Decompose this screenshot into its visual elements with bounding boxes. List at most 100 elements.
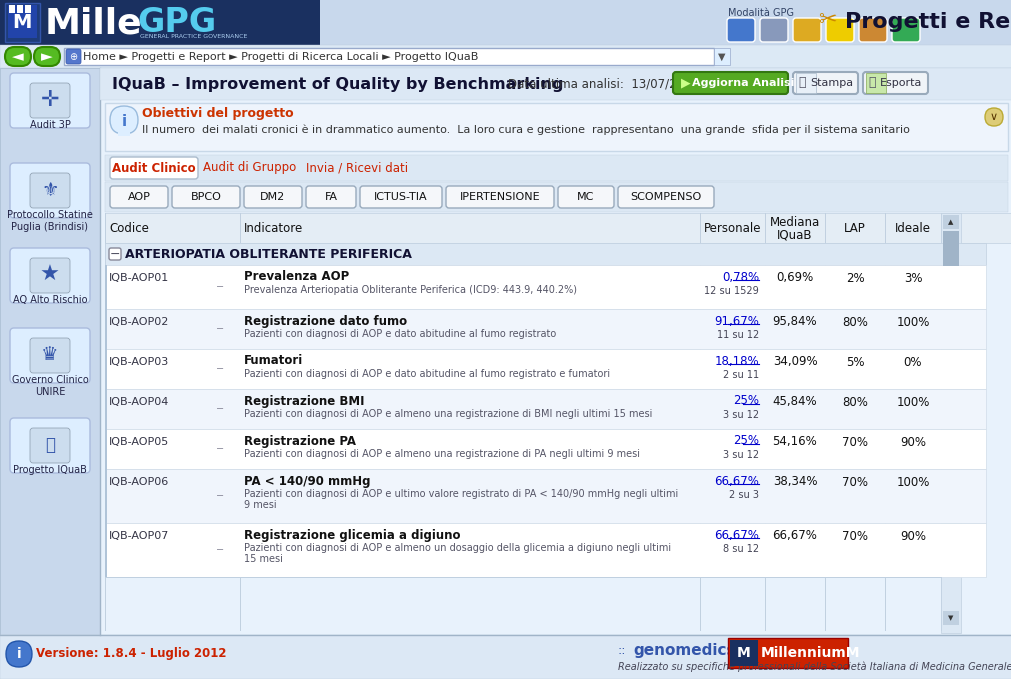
FancyBboxPatch shape: [105, 309, 107, 349]
Text: 0,69%: 0,69%: [775, 272, 813, 285]
FancyBboxPatch shape: [727, 638, 847, 668]
Text: BPCO: BPCO: [190, 192, 221, 202]
FancyBboxPatch shape: [0, 68, 100, 635]
FancyBboxPatch shape: [865, 73, 885, 93]
Text: Modalità GPG: Modalità GPG: [727, 8, 794, 18]
Text: −: −: [215, 364, 223, 374]
Text: ::: ::: [618, 644, 626, 657]
Text: i: i: [16, 647, 21, 661]
Text: Pazienti con diagnosi di AOP e almeno un dosaggio della glicemia a digiuno negli: Pazienti con diagnosi di AOP e almeno un…: [244, 543, 670, 553]
Text: ⚜: ⚜: [41, 181, 59, 200]
Text: 66,67%: 66,67%: [771, 530, 817, 543]
FancyBboxPatch shape: [30, 83, 70, 118]
FancyBboxPatch shape: [105, 155, 1007, 181]
FancyBboxPatch shape: [796, 73, 815, 93]
Text: 100%: 100%: [896, 395, 929, 409]
Text: Prevalenza AOP: Prevalenza AOP: [244, 270, 349, 284]
FancyBboxPatch shape: [110, 106, 137, 134]
Text: 90%: 90%: [899, 530, 925, 543]
Text: 54,16%: 54,16%: [771, 435, 817, 449]
Text: ∨: ∨: [989, 112, 997, 122]
FancyBboxPatch shape: [25, 5, 31, 13]
Text: Obiettivi del progetto: Obiettivi del progetto: [142, 107, 293, 120]
Text: 18,18%: 18,18%: [714, 354, 758, 367]
FancyBboxPatch shape: [118, 128, 129, 136]
Text: ICTUS-TIA: ICTUS-TIA: [374, 192, 428, 202]
FancyBboxPatch shape: [105, 577, 1005, 635]
FancyBboxPatch shape: [6, 641, 32, 667]
Text: genomedics: genomedics: [632, 642, 735, 657]
Text: AQ Alto Rischio: AQ Alto Rischio: [13, 295, 87, 305]
FancyBboxPatch shape: [30, 338, 70, 373]
Text: 45,84%: 45,84%: [772, 395, 817, 409]
FancyBboxPatch shape: [105, 103, 1007, 151]
FancyBboxPatch shape: [100, 68, 1011, 635]
Text: LAP: LAP: [843, 221, 865, 234]
Text: 34,09%: 34,09%: [772, 356, 817, 369]
Text: ▼: ▼: [947, 615, 952, 621]
FancyBboxPatch shape: [105, 469, 107, 523]
Text: 🖨: 🖨: [798, 77, 805, 90]
Text: 25%: 25%: [732, 435, 758, 447]
Text: ✛: ✛: [40, 90, 60, 110]
Text: PA < 140/90 mmHg: PA < 140/90 mmHg: [244, 475, 370, 488]
Text: 2%: 2%: [845, 272, 863, 285]
Text: Governo Clinico
UNIRE: Governo Clinico UNIRE: [11, 375, 88, 397]
FancyBboxPatch shape: [10, 248, 90, 303]
Text: Pazienti con diagnosi di AOP e almeno una registrazione di PA negli ultimi 9 mes: Pazienti con diagnosi di AOP e almeno un…: [244, 449, 639, 459]
FancyBboxPatch shape: [319, 0, 1011, 45]
Text: IQB-AOP03: IQB-AOP03: [109, 357, 169, 367]
Text: Audit di Gruppo: Audit di Gruppo: [202, 162, 296, 175]
Text: IQB-AOP01: IQB-AOP01: [109, 273, 169, 283]
Text: Personale: Personale: [703, 221, 760, 234]
Text: Indicatore: Indicatore: [244, 221, 303, 234]
Text: 95,84%: 95,84%: [772, 316, 817, 329]
Text: Pazienti con diagnosi di AOP e dato abitudine al fumo registrato e fumatori: Pazienti con diagnosi di AOP e dato abit…: [244, 369, 610, 379]
Text: ▶: ▶: [680, 77, 690, 90]
FancyBboxPatch shape: [30, 173, 70, 208]
FancyBboxPatch shape: [64, 48, 714, 65]
FancyBboxPatch shape: [0, 635, 1011, 679]
Text: ♛: ♛: [41, 346, 59, 365]
Text: Pazienti con diagnosi di AOP e dato abitudine al fumo registrato: Pazienti con diagnosi di AOP e dato abit…: [244, 329, 556, 339]
Text: −: −: [109, 248, 120, 261]
Text: Il numero  dei malati cronici è in drammatico aumento.  La loro cura e gestione : Il numero dei malati cronici è in dramma…: [142, 125, 909, 135]
Text: ▲: ▲: [947, 219, 952, 225]
Text: IQB-AOP06: IQB-AOP06: [109, 477, 169, 487]
Text: Registrazione BMI: Registrazione BMI: [244, 394, 364, 407]
FancyBboxPatch shape: [105, 309, 985, 349]
Text: IQuaB: IQuaB: [776, 229, 812, 242]
FancyBboxPatch shape: [858, 18, 886, 42]
Text: 15 mesi: 15 mesi: [244, 554, 283, 564]
Text: 66,67%: 66,67%: [714, 475, 758, 488]
Text: M: M: [12, 14, 31, 33]
FancyBboxPatch shape: [557, 186, 614, 208]
Text: Aggiorna Analisi: Aggiorna Analisi: [692, 78, 794, 88]
Text: Protocollo Statine
Puglia (Brindisi): Protocollo Statine Puglia (Brindisi): [7, 210, 93, 232]
FancyBboxPatch shape: [10, 328, 90, 383]
FancyBboxPatch shape: [105, 213, 1010, 243]
Text: 💾: 💾: [867, 77, 875, 90]
Text: Realizzato su specifiche professionali della Società Italiana di Medicina Genera: Realizzato su specifiche professionali d…: [618, 662, 1011, 672]
Text: Registrazione PA: Registrazione PA: [244, 435, 356, 447]
FancyBboxPatch shape: [360, 186, 442, 208]
FancyBboxPatch shape: [942, 231, 958, 266]
FancyBboxPatch shape: [759, 18, 788, 42]
Text: 91,67%: 91,67%: [714, 314, 758, 327]
Text: 70%: 70%: [841, 475, 867, 488]
Text: ARTERIOPATIA OBLITERANTE PERIFERICA: ARTERIOPATIA OBLITERANTE PERIFERICA: [125, 248, 411, 261]
Text: MC: MC: [576, 192, 594, 202]
Text: 8 su 12: 8 su 12: [722, 544, 758, 554]
FancyBboxPatch shape: [825, 18, 853, 42]
FancyBboxPatch shape: [672, 72, 788, 94]
Text: Home ► Progetti e Report ► Progetti di Ricerca Locali ► Progetto IQuaB: Home ► Progetti e Report ► Progetti di R…: [83, 52, 478, 62]
Text: Progetti e Report: Progetti e Report: [844, 12, 1011, 32]
FancyBboxPatch shape: [0, 0, 1011, 45]
Text: 3%: 3%: [903, 272, 921, 285]
Text: Esporta: Esporta: [880, 78, 921, 88]
FancyBboxPatch shape: [729, 640, 757, 666]
FancyBboxPatch shape: [30, 258, 70, 293]
Text: AOP: AOP: [127, 192, 151, 202]
Text: Registrazione dato fumo: Registrazione dato fumo: [244, 314, 406, 327]
Text: −: −: [215, 324, 223, 334]
